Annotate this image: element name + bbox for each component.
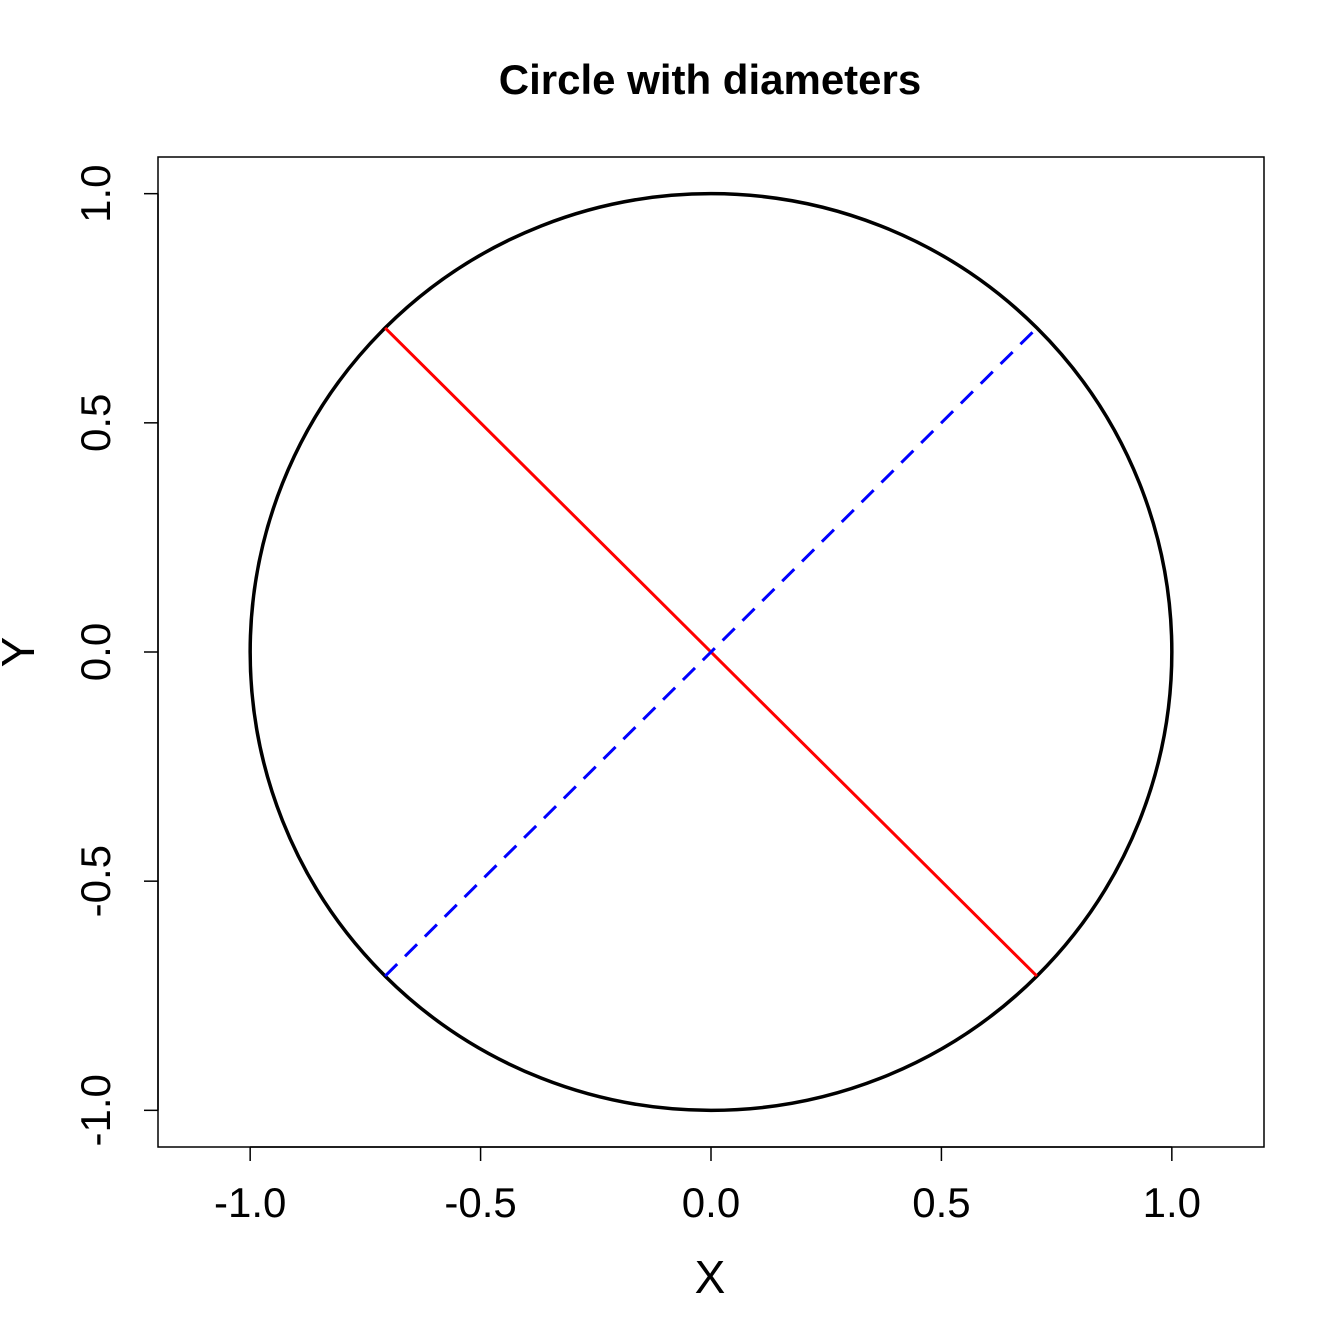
chart-title: Circle with diameters [499, 56, 921, 103]
y-axis-title: Y [0, 637, 44, 668]
x-tick-label: -0.5 [444, 1179, 516, 1226]
y-tick-label: 0.5 [72, 394, 119, 452]
dashed-diameter [384, 326, 1038, 978]
y-axis: -1.0 -0.5 0.0 0.5 1.0 [72, 164, 159, 1147]
y-tick-label: -1.0 [72, 1074, 119, 1146]
x-tick-label: 0.5 [912, 1179, 970, 1226]
y-tick-label: -0.5 [72, 845, 119, 917]
y-tick-label: 0.0 [72, 623, 119, 681]
x-tick-label: 0.0 [682, 1179, 740, 1226]
y-tick-label: 1.0 [72, 164, 119, 222]
x-axis: -1.0 -0.5 0.0 0.5 1.0 [214, 1146, 1201, 1226]
circle-outline [248, 191, 1174, 1113]
x-tick-label: -1.0 [214, 1179, 286, 1226]
x-tick-label: 1.0 [1143, 1179, 1201, 1226]
x-axis-title: X [695, 1251, 726, 1303]
series-layer [248, 191, 1174, 1113]
